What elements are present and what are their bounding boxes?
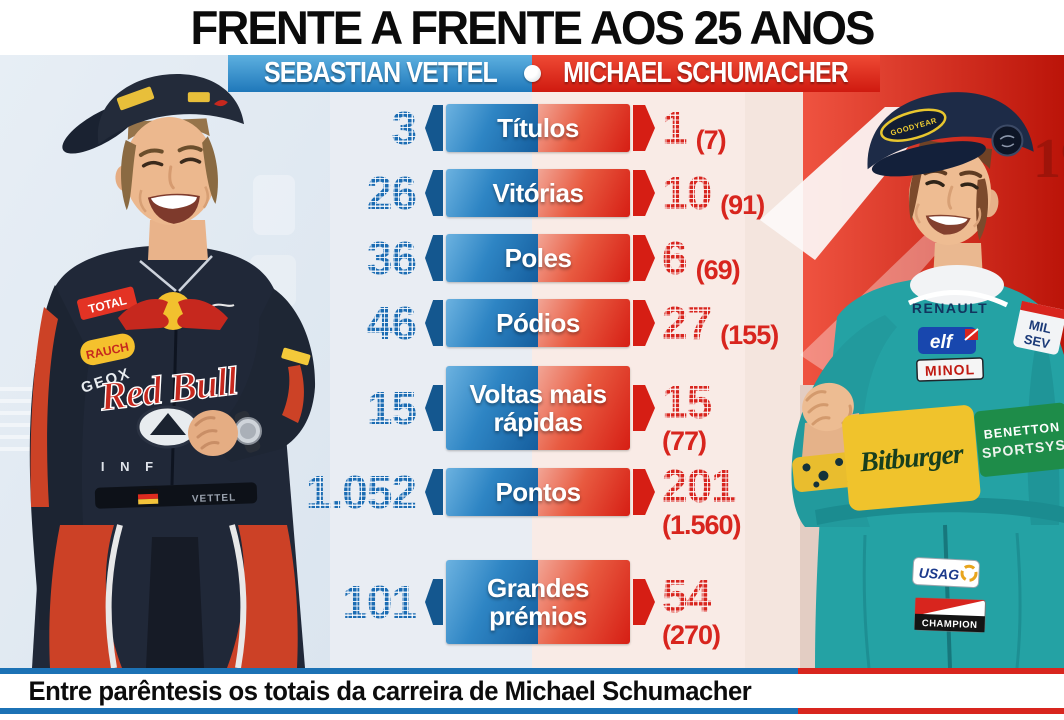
- page-title: FRENTE A FRENTE AOS 25 ANOS: [190, 1, 875, 54]
- stat-arrow: Poles: [425, 234, 655, 282]
- career-total: (270): [662, 620, 721, 651]
- schumacher-value: 1 (7): [662, 102, 727, 155]
- renault-logo: RENAULT: [912, 300, 988, 316]
- stat-row-grandes-premios: 101 Grandes prémios 54 (270): [0, 560, 1064, 649]
- schumacher-value: 10 (91): [662, 167, 765, 220]
- champion-patch: CHAMPION: [914, 597, 986, 633]
- vettel-value: 46: [100, 300, 416, 346]
- career-total: (69): [695, 255, 741, 285]
- career-total: (77): [662, 426, 707, 457]
- stat-arrow: Voltas mais rápidas: [425, 366, 655, 450]
- svg-text:SEV: SEV: [1023, 331, 1052, 351]
- arrow-right-tip-icon: [633, 469, 655, 515]
- stat-label: Voltas mais rápidas: [469, 378, 607, 437]
- arrow-left-tip-icon: [425, 300, 443, 346]
- schumacher-cap: GOODYEAR: [867, 92, 1034, 177]
- svg-text:MIL: MIL: [1028, 317, 1053, 336]
- stat-label: Poles: [504, 242, 572, 273]
- svg-text:elf: elf: [930, 332, 954, 353]
- stat-arrow: Grandes prémios: [425, 560, 655, 644]
- schumacher-value: 6 (69): [662, 232, 741, 285]
- stat-arrow: Vitórias: [425, 169, 655, 217]
- stat-label: Vitórias: [492, 177, 584, 208]
- mild-seven-patch: MIL SEV: [1013, 300, 1064, 355]
- stat-label: Pontos: [495, 476, 581, 507]
- arrow-right-tip-icon: [633, 579, 655, 625]
- elf-logo: elf: [918, 327, 979, 354]
- svg-text:USAG: USAG: [918, 565, 959, 583]
- year-fragment: 19: [1033, 128, 1064, 190]
- arrow-right-tip-icon: [633, 235, 655, 281]
- benetton-patch: BENETTON SPORTSYS: [974, 402, 1064, 477]
- header-schumacher: MICHAEL SCHUMACHER: [532, 55, 880, 92]
- arrow-left-tip-icon: [425, 469, 443, 515]
- career-total: (155): [720, 320, 779, 350]
- arrow-left-tip-icon: [425, 579, 443, 625]
- vettel-value: 36: [100, 235, 416, 281]
- header-bar: SEBASTIAN VETTEL MICHAEL SCHUMACHER: [228, 55, 880, 92]
- vettel-value: 15: [100, 385, 416, 431]
- schumacher-sponsors: RENAULT elf MINOL Bitburger BEN: [842, 300, 1064, 633]
- arrow-left-tip-icon: [425, 170, 443, 216]
- arrow-right-tip-icon: [633, 385, 655, 431]
- footer-note: Entre parêntesis os totais da carreira d…: [28, 675, 752, 706]
- arrow-right-tip-icon: [633, 170, 655, 216]
- career-total: (1.560): [662, 510, 742, 541]
- minol-logo: MINOL: [916, 357, 985, 382]
- schumacher-name: MICHAEL SCHUMACHER: [563, 57, 850, 89]
- stat-label: Grandes prémios: [487, 572, 590, 631]
- schumacher-collar: [907, 243, 1009, 308]
- arrow-left-tip-icon: [425, 385, 443, 431]
- schumacher-value: 27 (155): [662, 297, 779, 350]
- bitburger-patch: Bitburger: [842, 405, 981, 511]
- arrow-right-tip-icon: [633, 105, 655, 151]
- vettel-value: 1.052: [100, 469, 416, 515]
- career-total: (91): [720, 190, 765, 220]
- stat-row-titulos: 3 Títulos 1 (7): [0, 102, 1064, 155]
- vettel-value: 26: [100, 170, 416, 216]
- header-divider-dot: [524, 65, 541, 82]
- vettel-value: 3: [100, 105, 416, 151]
- stat-row-podios: 46 Pódios 27 (155): [0, 297, 1064, 350]
- stat-row-poles: 36 Poles 6 (69): [0, 232, 1064, 285]
- schumacher-value: 201 (1.560): [662, 460, 1052, 541]
- stat-arrow: Pódios: [425, 299, 655, 347]
- footer-top-rule: [0, 668, 1064, 674]
- stat-row-voltas-rapidas: 15 Voltas mais rápidas 15 (77): [0, 366, 1064, 455]
- stat-row-vitorias: 26 Vitórias 10 (91): [0, 167, 1064, 220]
- stat-row-pontos: 1.052 Pontos 201 (1.560): [0, 460, 1064, 539]
- arrow-left-tip-icon: [425, 105, 443, 151]
- header-vettel: SEBASTIAN VETTEL: [228, 55, 532, 92]
- schumacher-value: 15 (77): [662, 376, 1052, 457]
- footer-bottom-rule: [0, 708, 1064, 714]
- photo-schumacher: 19: [745, 55, 1064, 668]
- arrow-left-tip-icon: [425, 235, 443, 281]
- stat-label: Títulos: [497, 112, 579, 143]
- vettel-name: SEBASTIAN VETTEL: [263, 57, 498, 89]
- svg-text:CHAMPION: CHAMPION: [922, 618, 978, 631]
- stat-arrow: Títulos: [425, 104, 655, 152]
- stat-arrow: Pontos: [425, 468, 655, 516]
- career-total: (7): [695, 125, 727, 155]
- schumacher-value: 54 (270): [662, 570, 1052, 651]
- footer: Entre parêntesis os totais da carreira d…: [0, 668, 1064, 714]
- schumacher-illustration: 19: [745, 55, 1064, 668]
- vettel-value: 101: [100, 579, 416, 625]
- svg-text:MINOL: MINOL: [925, 361, 976, 379]
- arrow-right-tip-icon: [633, 300, 655, 346]
- stat-label: Pódios: [496, 307, 580, 338]
- usag-patch: USAG: [912, 557, 980, 589]
